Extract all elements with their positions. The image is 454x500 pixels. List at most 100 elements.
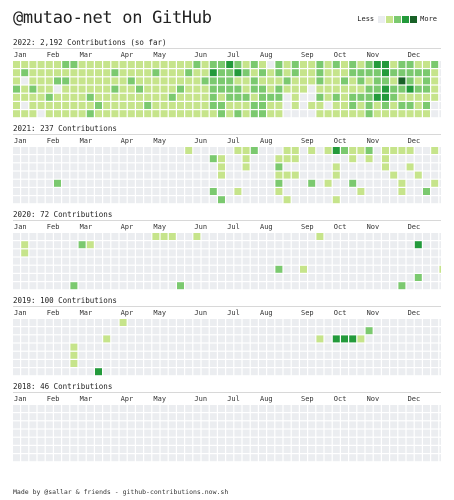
day-cell <box>103 405 111 412</box>
day-cell <box>70 335 78 343</box>
day-cell <box>127 163 135 171</box>
day-cell <box>160 413 168 421</box>
day-cell <box>218 413 225 421</box>
day-cell <box>365 335 373 343</box>
day-cell <box>226 274 234 281</box>
day-cell <box>300 274 307 281</box>
day-cell <box>193 249 201 257</box>
day-cell <box>185 335 193 343</box>
day-cell <box>390 446 398 453</box>
day-cell <box>95 429 102 437</box>
day-cell <box>365 351 373 359</box>
day-cell <box>357 274 365 281</box>
day-cell <box>119 257 127 265</box>
day-cell <box>300 405 307 412</box>
month-labels: Jan Feb Mar Apr May Jun Jul Aug Sep Oct Nov Dec <box>13 137 441 146</box>
day-cell <box>300 69 307 77</box>
day-cell <box>193 351 201 359</box>
day-cell <box>308 335 316 343</box>
day-cell <box>423 437 430 445</box>
day-cell <box>144 351 152 359</box>
day-cell <box>324 446 332 453</box>
day-cell <box>54 196 61 204</box>
day-cell <box>283 335 291 343</box>
day-cell <box>382 319 389 326</box>
day-cell <box>382 163 389 171</box>
day-cell <box>201 188 209 195</box>
day-cell <box>193 446 201 453</box>
divider <box>13 48 441 49</box>
year-title: 2021: 237 Contributions <box>13 124 117 133</box>
day-cell <box>193 110 201 118</box>
day-cell <box>275 110 283 118</box>
day-cell <box>144 93 152 101</box>
day-cell <box>127 360 135 367</box>
day-cell <box>349 77 357 85</box>
day-cell <box>177 327 184 335</box>
day-cell <box>283 249 291 257</box>
day-cell <box>127 69 135 77</box>
day-cell <box>168 405 176 412</box>
day-cell <box>283 413 291 421</box>
day-cell <box>390 327 398 335</box>
day-cell <box>332 274 340 281</box>
day-cell <box>119 454 127 462</box>
day-cell <box>365 77 373 85</box>
day-cell <box>177 147 184 154</box>
day-cell <box>86 319 94 326</box>
day-cell <box>267 265 275 273</box>
day-cell <box>45 196 53 204</box>
day-cell <box>291 93 299 101</box>
day-cell <box>242 437 250 445</box>
day-cell <box>349 163 357 171</box>
day-cell <box>13 233 20 240</box>
day-cell <box>70 429 78 437</box>
day-cell <box>103 110 111 118</box>
day-cell <box>291 421 299 429</box>
day-cell <box>259 69 266 77</box>
day-cell <box>259 110 266 118</box>
day-cell <box>332 405 340 412</box>
day-cell <box>250 343 258 351</box>
day-cell <box>103 196 111 204</box>
day-cell <box>13 102 20 109</box>
day-cell <box>70 179 78 187</box>
day-cell <box>218 196 225 204</box>
day-cell <box>62 188 70 195</box>
day-cell <box>168 110 176 118</box>
day-cell <box>382 155 389 163</box>
day-cell <box>357 368 365 376</box>
day-cell <box>234 437 242 445</box>
day-cell <box>70 446 78 453</box>
day-cell <box>250 93 258 101</box>
day-cell <box>21 110 29 118</box>
day-cell <box>13 155 20 163</box>
day-cell <box>13 85 20 93</box>
day-cell <box>29 233 37 240</box>
day-cell <box>103 85 111 93</box>
day-cell <box>111 368 119 376</box>
day-cell <box>308 196 316 204</box>
day-cell <box>275 360 283 367</box>
day-cell <box>95 360 102 367</box>
day-cell <box>136 282 143 290</box>
day-cell <box>160 233 168 240</box>
day-cell <box>119 85 127 93</box>
day-cell <box>308 69 316 77</box>
day-cell <box>390 282 398 290</box>
day-cell <box>70 147 78 154</box>
day-cell <box>308 110 316 118</box>
day-cell <box>185 327 193 335</box>
month-label: Jun <box>194 309 208 317</box>
day-cell <box>62 282 70 290</box>
day-cell <box>29 335 37 343</box>
day-cell <box>423 413 430 421</box>
day-cell <box>316 69 324 77</box>
day-cell <box>382 196 389 204</box>
day-cell <box>13 77 20 85</box>
day-cell <box>78 257 86 265</box>
day-cell <box>78 421 86 429</box>
day-cell <box>29 368 37 376</box>
day-cell <box>185 351 193 359</box>
day-cell <box>62 61 70 68</box>
